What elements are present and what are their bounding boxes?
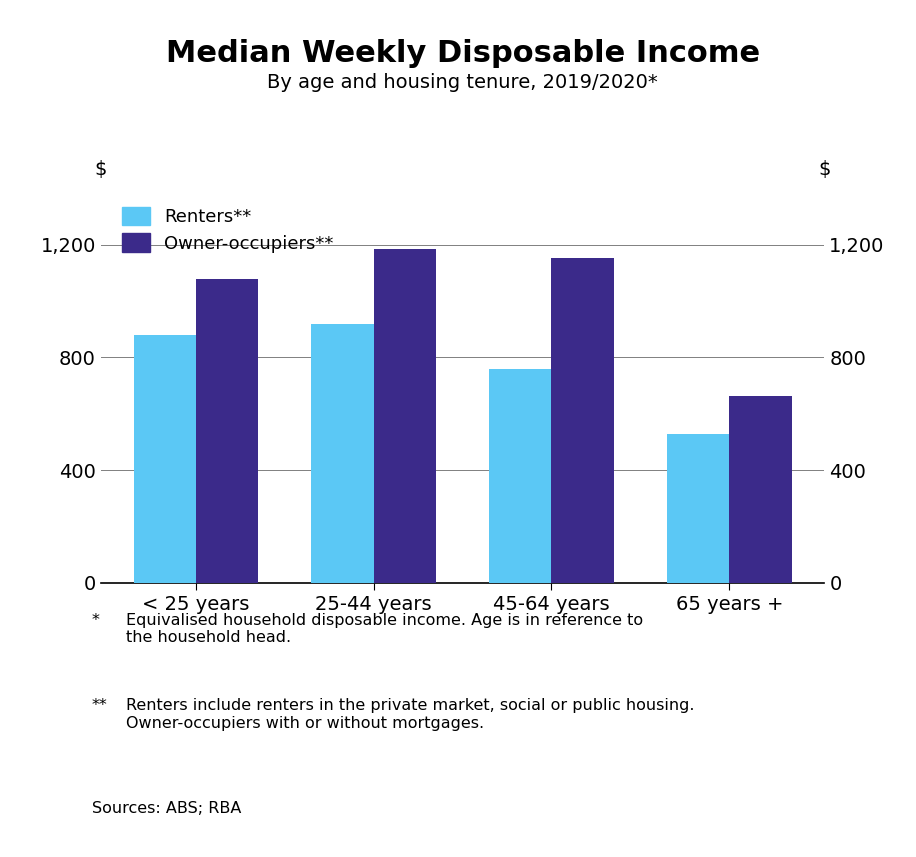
Bar [311, 324, 374, 583]
Text: By age and housing tenure, 2019/2020*: By age and housing tenure, 2019/2020* [267, 73, 658, 92]
Legend: Renters**, Owner-occupiers**: Renters**, Owner-occupiers** [117, 201, 339, 258]
Bar [489, 369, 551, 583]
Bar [729, 396, 791, 583]
Bar [196, 279, 258, 583]
Text: Median Weekly Disposable Income: Median Weekly Disposable Income [166, 39, 759, 68]
Text: $: $ [818, 159, 831, 179]
Text: **: ** [92, 698, 107, 714]
Bar [667, 434, 729, 583]
Text: Equivalised household disposable income. Age is in reference to
the household he: Equivalised household disposable income.… [126, 613, 644, 645]
Text: $: $ [94, 159, 107, 179]
Text: Renters include renters in the private market, social or public housing.
Owner-o: Renters include renters in the private m… [126, 698, 695, 731]
Bar [551, 257, 614, 583]
Text: *: * [92, 613, 100, 628]
Text: Sources: ABS; RBA: Sources: ABS; RBA [92, 801, 241, 817]
Bar [134, 335, 196, 583]
Bar [374, 249, 436, 583]
